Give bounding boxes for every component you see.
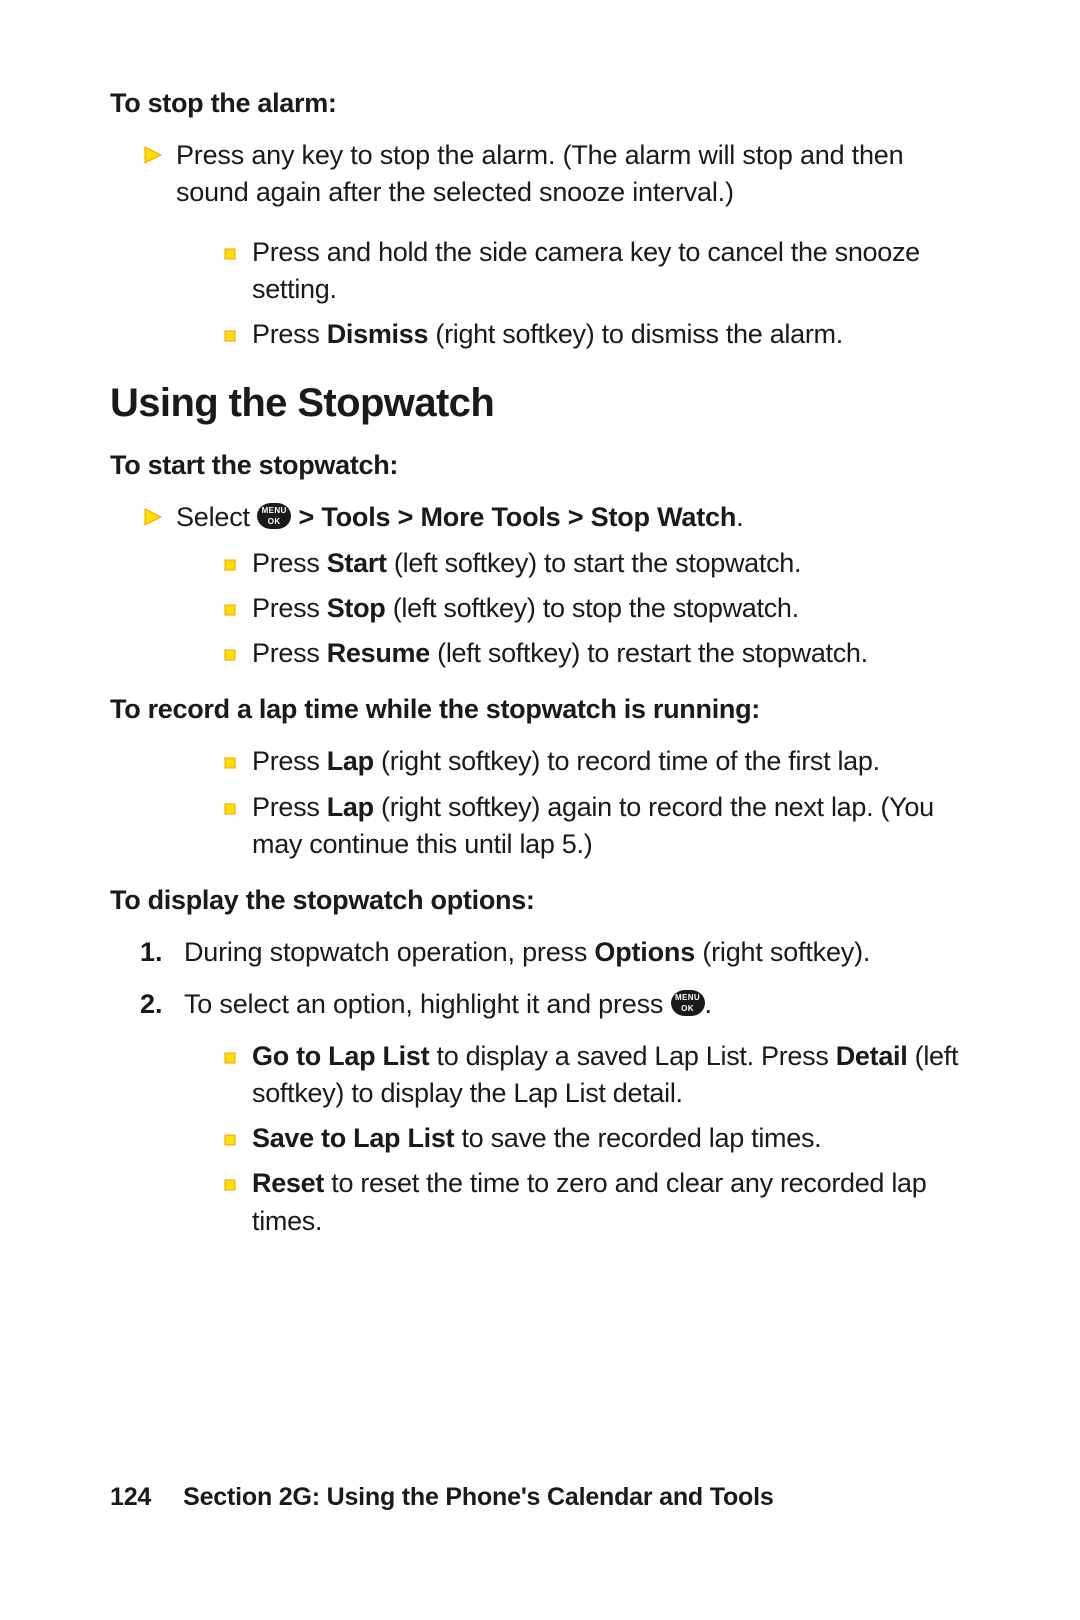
- text-run: During stopwatch operation, press: [184, 937, 594, 967]
- display-options-heading: To display the stopwatch options:: [110, 885, 970, 916]
- text-run: Press: [252, 792, 327, 822]
- text-run: To select an option, highlight it and pr…: [184, 989, 671, 1019]
- text-bold: Detail: [836, 1041, 908, 1071]
- list-item: Press Lap (right softkey) to record time…: [110, 743, 970, 780]
- stop-alarm-heading: To stop the alarm:: [110, 88, 970, 119]
- triangle-bullet-icon: [144, 508, 162, 531]
- list-item-text: Press and hold the side camera key to ca…: [252, 234, 970, 309]
- text-bold: Reset: [252, 1168, 324, 1198]
- list-item-text: Go to Lap List to display a saved Lap Li…: [252, 1038, 970, 1113]
- text-bold: Stop: [327, 593, 386, 623]
- text-run: to reset the time to zero and clear any …: [252, 1168, 927, 1235]
- list-item-text: Press Lap (right softkey) again to recor…: [252, 789, 970, 864]
- square-bullet-icon: [224, 1178, 236, 1196]
- list-item: Select MENUOK > Tools > More Tools > Sto…: [110, 499, 970, 536]
- list-item: 2. To select an option, highlight it and…: [110, 986, 970, 1024]
- options-numbered-list: 1. During stopwatch operation, press Opt…: [110, 934, 970, 1024]
- start-stopwatch-sublist: Press Start (left softkey) to start the …: [110, 545, 970, 673]
- list-item-text: Press Start (left softkey) to start the …: [252, 545, 801, 582]
- text-run: (left softkey) to restart the stopwatch.: [430, 638, 868, 668]
- list-marker: 2.: [140, 986, 184, 1024]
- square-bullet-icon: [224, 648, 236, 666]
- page-footer: 124 Section 2G: Using the Phone's Calenda…: [110, 1483, 774, 1512]
- list-item: Press any key to stop the alarm. (The al…: [110, 137, 970, 212]
- options-sublist: Go to Lap List to display a saved Lap Li…: [110, 1038, 970, 1240]
- text-run: Press: [252, 746, 327, 776]
- key-label-top: MENU: [671, 992, 705, 1003]
- square-bullet-icon: [224, 329, 236, 347]
- list-item: Press and hold the side camera key to ca…: [110, 234, 970, 309]
- text-run: Press: [252, 638, 327, 668]
- key-label-bot: OK: [671, 1003, 705, 1014]
- square-bullet-icon: [224, 603, 236, 621]
- text-run: Press: [252, 319, 327, 349]
- square-bullet-icon: [224, 802, 236, 820]
- text-run: Press: [252, 593, 327, 623]
- menu-ok-key-icon: MENUOK: [671, 990, 705, 1016]
- menu-ok-key-icon: MENUOK: [257, 503, 291, 529]
- stop-alarm-sublist: Press and hold the side camera key to ca…: [110, 234, 970, 354]
- text-run: (left softkey) to stop the stopwatch.: [386, 593, 799, 623]
- text-bold: Go to Lap List: [252, 1041, 429, 1071]
- list-item-text: During stopwatch operation, press Option…: [184, 934, 870, 972]
- list-item: Press Stop (left softkey) to stop the st…: [110, 590, 970, 627]
- list-item-text: Save to Lap List to save the recorded la…: [252, 1120, 821, 1157]
- square-bullet-icon: [224, 1051, 236, 1069]
- text-run: Press: [252, 548, 327, 578]
- record-lap-heading: To record a lap time while the stopwatch…: [110, 694, 970, 725]
- square-bullet-icon: [224, 558, 236, 576]
- record-lap-sublist: Press Lap (right softkey) to record time…: [110, 743, 970, 863]
- text-bold: Lap: [327, 746, 374, 776]
- footer-text: Section 2G: Using the Phone's Calendar a…: [183, 1483, 773, 1511]
- list-item: Go to Lap List to display a saved Lap Li…: [110, 1038, 970, 1113]
- list-item-text: Press Resume (left softkey) to restart t…: [252, 635, 868, 672]
- list-item-text: Press Lap (right softkey) to record time…: [252, 743, 880, 780]
- text-run: (right softkey) to dismiss the alarm.: [428, 319, 843, 349]
- list-item: Press Start (left softkey) to start the …: [110, 545, 970, 582]
- triangle-bullet-icon: [144, 146, 162, 169]
- list-item-text: Select MENUOK > Tools > More Tools > Sto…: [176, 499, 743, 536]
- page-number: 124: [110, 1483, 151, 1511]
- key-label-top: MENU: [257, 505, 291, 516]
- text-run: to display a saved Lap List. Press: [429, 1041, 835, 1071]
- text-bold: Lap: [327, 792, 374, 822]
- text-run: (right softkey).: [695, 937, 870, 967]
- text-run: to save the recorded lap times.: [454, 1123, 821, 1153]
- list-item: Press Lap (right softkey) again to recor…: [110, 789, 970, 864]
- list-item-text: Reset to reset the time to zero and clea…: [252, 1165, 970, 1240]
- list-item-text: Press Dismiss (right softkey) to dismiss…: [252, 316, 843, 353]
- list-item: Reset to reset the time to zero and clea…: [110, 1165, 970, 1240]
- text-bold: Start: [327, 548, 387, 578]
- text-bold: Options: [594, 937, 695, 967]
- text-run: .: [705, 989, 712, 1019]
- stop-alarm-list: Press any key to stop the alarm. (The al…: [110, 137, 970, 212]
- key-label-bot: OK: [257, 516, 291, 527]
- text-run: Select: [176, 502, 257, 532]
- list-item: Press Dismiss (right softkey) to dismiss…: [110, 316, 970, 353]
- start-stopwatch-heading: To start the stopwatch:: [110, 450, 970, 481]
- start-stopwatch-list: Select MENUOK > Tools > More Tools > Sto…: [110, 499, 970, 536]
- list-item: Save to Lap List to save the recorded la…: [110, 1120, 970, 1157]
- text-bold: Resume: [327, 638, 430, 668]
- text-bold: > Tools > More Tools > Stop Watch: [291, 502, 736, 532]
- list-marker: 1.: [140, 934, 184, 972]
- list-item: 1. During stopwatch operation, press Opt…: [110, 934, 970, 972]
- manual-page: To stop the alarm: Press any key to stop…: [0, 0, 1080, 1620]
- text-bold: Dismiss: [327, 319, 428, 349]
- list-item-text: Press any key to stop the alarm. (The al…: [176, 137, 970, 212]
- square-bullet-icon: [224, 756, 236, 774]
- text-run: .: [736, 502, 743, 532]
- text-run: (right softkey) to record time of the fi…: [374, 746, 880, 776]
- square-bullet-icon: [224, 247, 236, 265]
- list-item: Press Resume (left softkey) to restart t…: [110, 635, 970, 672]
- text-run: (left softkey) to start the stopwatch.: [387, 548, 801, 578]
- text-bold: Save to Lap List: [252, 1123, 454, 1153]
- list-item-text: Press Stop (left softkey) to stop the st…: [252, 590, 799, 627]
- section-heading: Using the Stopwatch: [110, 381, 970, 426]
- list-item-text: To select an option, highlight it and pr…: [184, 986, 712, 1024]
- square-bullet-icon: [224, 1133, 236, 1151]
